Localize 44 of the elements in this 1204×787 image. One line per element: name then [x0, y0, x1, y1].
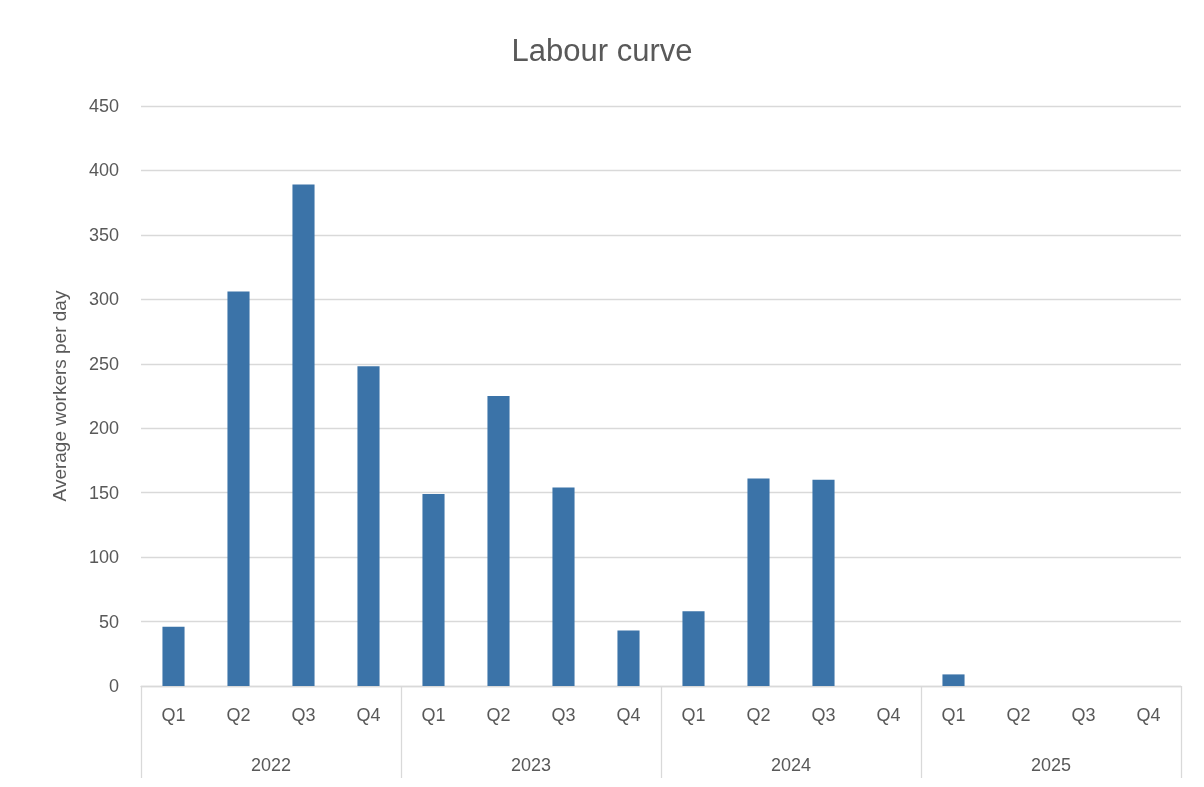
bar: [422, 493, 445, 686]
x-tick-label: Q4: [876, 705, 901, 725]
x-tick-label: Q2: [226, 705, 251, 725]
y-tick-label: 250: [88, 353, 119, 374]
y-tick-label: 50: [98, 611, 119, 632]
x-tick-label: Q3: [1071, 705, 1096, 725]
x-tick-label: Q1: [681, 705, 706, 725]
bar: [162, 626, 185, 686]
x-tick-label: Q4: [616, 705, 641, 725]
x-tick-label: Q1: [941, 705, 966, 725]
y-tick-label: 100: [88, 547, 119, 568]
y-tick-label: 300: [88, 289, 119, 310]
bar: [487, 396, 510, 686]
bar: [942, 674, 965, 686]
x-tick-label: Q4: [1136, 705, 1161, 725]
x-tick-label: Q1: [161, 705, 186, 725]
y-tick-label: 350: [88, 224, 119, 245]
text: 2023: [510, 755, 552, 775]
text: 2025: [1030, 755, 1072, 775]
y-tick-label: 0: [108, 676, 119, 696]
bar: [552, 487, 575, 686]
chart-title: Labour curve: [511, 33, 693, 68]
y-tick-label: 450: [88, 96, 119, 116]
x-tick-label: Q3: [291, 705, 316, 725]
y-tick-label: 150: [88, 482, 119, 503]
bar: [617, 630, 640, 686]
bar: [812, 479, 835, 686]
x-tick-label: Q1: [421, 705, 446, 725]
bar: [227, 291, 250, 686]
x-tick-label: Q2: [486, 705, 511, 725]
bar: [357, 366, 380, 686]
bar: [682, 611, 705, 686]
x-tick-label: Q3: [811, 705, 836, 725]
x-tick-label: Q4: [356, 705, 381, 725]
bar: [747, 478, 770, 686]
y-axis-title: Average workers per day: [49, 290, 70, 502]
y-tick-label: 200: [88, 418, 119, 439]
text: 2024: [770, 755, 812, 775]
x-tick-label: Q2: [746, 705, 771, 725]
x-tick-label: Q2: [1006, 705, 1031, 725]
bar: [292, 184, 315, 686]
y-tick-label: 400: [88, 160, 119, 181]
x-tick-label: Q3: [551, 705, 576, 725]
text: 2022: [250, 755, 292, 775]
